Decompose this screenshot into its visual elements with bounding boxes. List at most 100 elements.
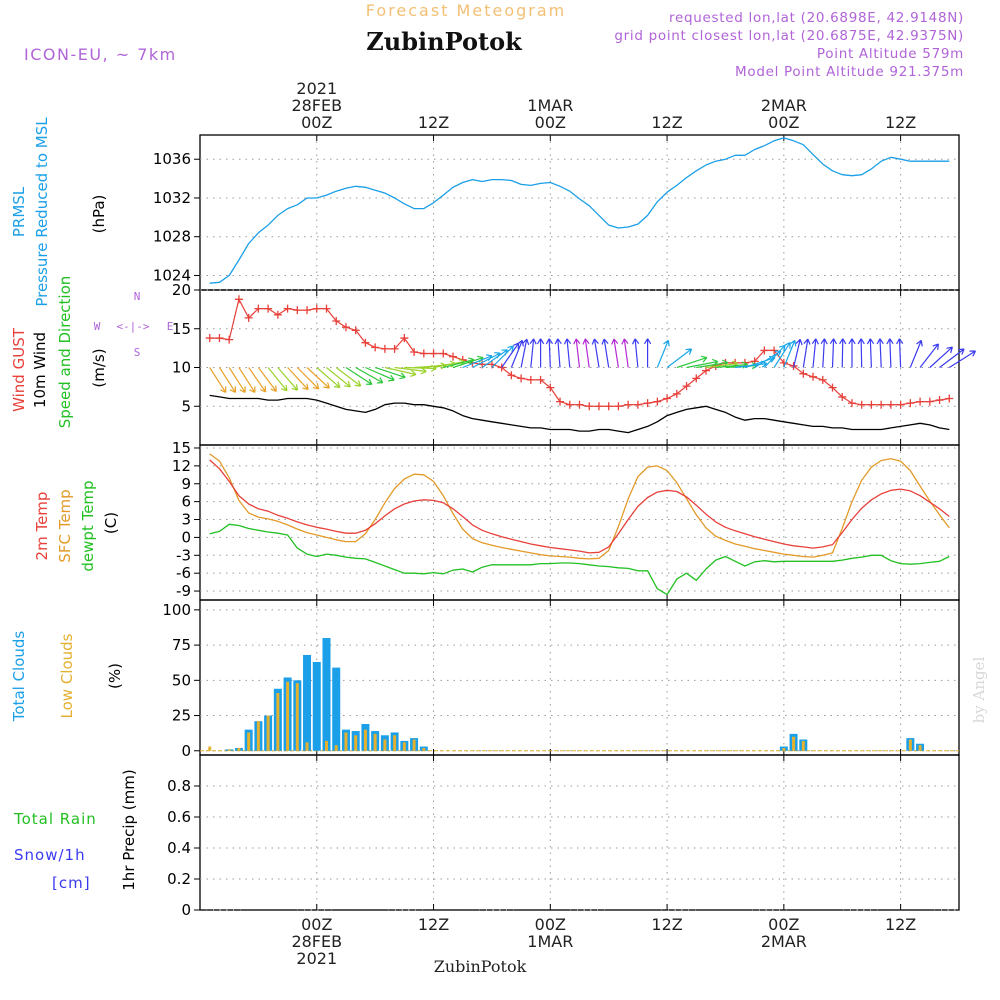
- total-clouds-label: Total Clouds: [10, 631, 28, 723]
- y-tick-label: 3: [181, 511, 191, 529]
- low-clouds-label: Low Clouds: [58, 633, 76, 718]
- low-cloud-bar: [782, 747, 786, 751]
- low-cloud-bar: [402, 742, 406, 751]
- point-altitude: Point Altitude 579m: [817, 46, 964, 62]
- gust-marker: [614, 402, 623, 411]
- low-cloud-bar: [792, 736, 796, 751]
- gust-marker: [779, 358, 788, 367]
- gust-marker: [429, 349, 438, 358]
- low-cloud-bar: [344, 732, 348, 751]
- wind-arrow: [345, 366, 373, 385]
- wind-arrow: [829, 338, 838, 368]
- t2m-label: 2m Temp: [33, 492, 51, 561]
- model-altitude: Model Point Altitude 921.375m: [735, 64, 964, 80]
- time-label-top: 2MAR: [761, 96, 807, 115]
- footer-location: ZubinPotok: [434, 957, 527, 976]
- gust-marker: [935, 396, 944, 405]
- temp-unit: (C): [102, 512, 120, 534]
- gust-marker: [896, 400, 905, 409]
- temperature-panel-frame: [199, 444, 960, 601]
- y-tick-label: -9: [176, 582, 191, 600]
- gust-marker: [760, 346, 769, 355]
- grid-layer: 10241028103210365101520-9-6-303691215025…: [153, 135, 959, 919]
- gust-marker: [536, 375, 545, 384]
- gust-marker: [283, 304, 292, 313]
- wind-arrow: [384, 366, 417, 377]
- gust-marker: [526, 375, 535, 384]
- wind-gust-label: Wind GUST: [10, 327, 28, 412]
- wind-arrow: [306, 367, 330, 389]
- gust-marker: [341, 323, 350, 332]
- dewpt-line: [209, 523, 950, 596]
- compass-arrows: <-|->: [116, 320, 149, 333]
- time-label-top: 28FEB: [291, 96, 342, 115]
- wind-arrow: [257, 367, 277, 392]
- y-tick-label: 9: [181, 475, 191, 493]
- pressure-label-1: PRMSL: [10, 186, 28, 237]
- time-label-top: 12Z: [885, 113, 916, 132]
- wind-arrow: [326, 367, 351, 388]
- gust-marker: [945, 394, 954, 403]
- time-label-top: 2021: [296, 79, 337, 98]
- y-tick-label: 0.8: [167, 777, 191, 795]
- gust-marker: [215, 334, 224, 343]
- time-label-bottom: 28FEB: [291, 932, 342, 951]
- wind-arrow: [238, 367, 256, 393]
- sfc-temp-label: SFC Temp: [56, 489, 74, 562]
- wind-arrow: [591, 338, 600, 368]
- time-label-bottom: 1MAR: [527, 932, 573, 951]
- series-layer: [200, 137, 977, 911]
- gust-marker: [225, 335, 234, 344]
- wind-arrow: [601, 338, 610, 368]
- y-tick-label: 12: [172, 457, 191, 475]
- low-cloud-bar: [412, 739, 416, 751]
- gust-marker: [254, 304, 263, 313]
- gust-marker: [818, 375, 827, 384]
- y-tick-label: 0.2: [167, 870, 191, 888]
- y-tick-label: 1024: [153, 266, 191, 284]
- gust-marker: [906, 399, 915, 408]
- y-tick-label: -6: [176, 564, 191, 582]
- requested-point: requested lon,lat (20.6898E, 42.9148N): [669, 10, 964, 26]
- watermark: by Angel: [970, 656, 988, 723]
- snow-legend-line1: Snow/1h: [14, 846, 86, 864]
- wind-arrow: [277, 367, 299, 391]
- rain-legend: Total Rain: [13, 810, 97, 828]
- wind-arrow: [793, 338, 803, 368]
- wind-arrow: [316, 367, 341, 389]
- wind-arrow: [621, 338, 629, 368]
- time-label-bottom: 00Z: [535, 915, 566, 934]
- wind-arrow: [248, 367, 267, 393]
- time-label-top: 00Z: [301, 113, 332, 132]
- gust-line: [209, 298, 950, 407]
- gust-marker: [565, 400, 574, 409]
- gust-marker: [575, 400, 584, 409]
- low-cloud-bar: [334, 745, 338, 751]
- low-cloud-bar: [801, 740, 805, 751]
- gust-marker: [624, 400, 633, 409]
- gust-marker: [886, 400, 895, 409]
- low-cloud-bar: [247, 732, 251, 751]
- wind-arrow: [296, 367, 320, 390]
- wind-arrow: [811, 338, 819, 368]
- y-tick-label: 0: [181, 528, 191, 546]
- gust-marker: [419, 349, 428, 358]
- wind-arrow: [857, 338, 865, 368]
- time-label-bottom: 2021: [296, 949, 337, 968]
- y-tick-label: 25: [172, 707, 191, 725]
- wind-arrow: [536, 338, 545, 368]
- wind-arrow: [228, 367, 246, 393]
- low-cloud-bar: [908, 739, 912, 751]
- gust-marker: [264, 304, 273, 313]
- gust-marker: [293, 306, 302, 315]
- compass-n: N: [134, 290, 141, 303]
- wind-arrow: [218, 367, 237, 393]
- low-cloud-bar: [276, 693, 280, 751]
- wind-arrow: [631, 338, 640, 368]
- wind-arrow: [267, 367, 288, 392]
- gust-marker: [273, 310, 282, 319]
- wind-arrow: [656, 339, 670, 368]
- time-label-bottom: 12Z: [651, 915, 682, 934]
- low-cloud-bar: [266, 715, 270, 751]
